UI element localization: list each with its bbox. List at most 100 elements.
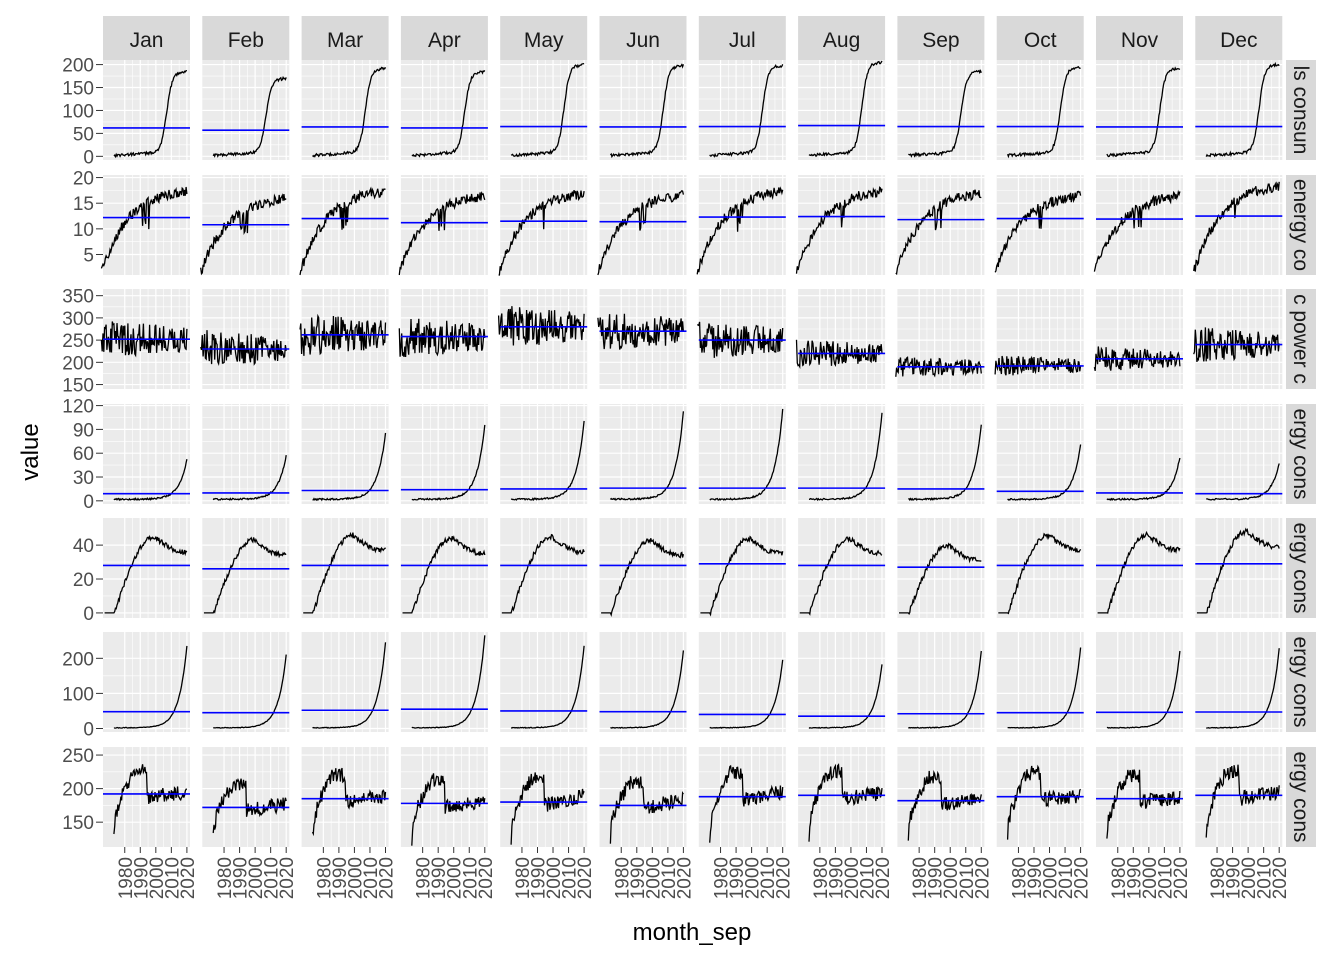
series-line [411, 424, 486, 501]
panel-jun-4 [599, 518, 687, 618]
series-line [1205, 463, 1280, 501]
panel-mar-3 [301, 404, 389, 504]
series-line [212, 455, 287, 501]
series-line [1106, 650, 1181, 729]
panel-nov-4 [1096, 518, 1183, 618]
y-tick-label: 40 [73, 536, 94, 557]
x-tick-label: 1980 [215, 857, 236, 899]
x-tick-label: 2010 [1255, 857, 1276, 899]
series-line [1106, 457, 1181, 502]
panel-dec-3 [1195, 404, 1283, 504]
y-tick-label: 100 [62, 101, 94, 122]
panel-may-5 [500, 632, 588, 732]
x-tick-label: 1990 [429, 857, 450, 899]
y-tick-label: 0 [83, 147, 94, 168]
x-tick-label: 1980 [513, 857, 534, 899]
series-line [697, 321, 784, 358]
series-line [1006, 764, 1082, 840]
y-tick-label: 120 [62, 397, 94, 418]
series-line [100, 186, 188, 269]
series-line [312, 642, 387, 729]
y-tick-label: 0 [83, 719, 94, 740]
series-line [1097, 530, 1181, 614]
series-line [1205, 61, 1280, 158]
x-tick-label: 2020 [972, 857, 993, 899]
series-line [609, 411, 685, 501]
strip-label-jan: Jan [130, 29, 164, 52]
series-line [808, 60, 883, 158]
panel-aug-5 [798, 632, 886, 732]
series-line [299, 313, 387, 356]
panel-aug-4 [798, 518, 886, 618]
strip-oct [996, 16, 1084, 60]
panel-dec-5 [1195, 632, 1283, 732]
series-line [795, 339, 883, 370]
x-axis-title: month_sep [633, 919, 752, 946]
series-line [808, 763, 883, 842]
x-tick-label: 2020 [575, 857, 596, 899]
x-tick-label: 2010 [560, 857, 581, 899]
panel-jun-5 [599, 632, 687, 732]
y-tick-label: 5 [83, 245, 94, 266]
strip-sep [897, 16, 985, 60]
panel-nov-2 [1096, 289, 1183, 389]
y-tick-label: 50 [73, 124, 94, 145]
panel-apr-4 [400, 518, 488, 618]
panel-feb-5 [202, 632, 290, 732]
x-tick-label: 1980 [1208, 857, 1229, 899]
y-tick-label: 200 [62, 353, 94, 374]
panel-mar-4 [301, 518, 389, 618]
series-line [998, 532, 1082, 615]
x-tick-label: 1990 [628, 857, 649, 899]
series-line [402, 535, 486, 614]
y-tick-label: 150 [62, 79, 94, 100]
series-line [312, 432, 387, 502]
series-line [510, 645, 585, 729]
strip-label-jul: Jul [729, 29, 756, 52]
series-line [597, 190, 685, 276]
panel-may-2 [500, 289, 588, 389]
strip-mar [301, 16, 389, 60]
series-line [899, 542, 982, 615]
y-tick-label: 300 [62, 309, 94, 330]
x-tick-label: 2010 [162, 857, 183, 899]
x-tick-label: 2000 [1239, 857, 1260, 899]
series-line [709, 408, 784, 501]
series-line [113, 764, 187, 835]
x-tick-label: 2020 [774, 857, 795, 899]
y-tick-label: 250 [62, 746, 94, 767]
x-tick-label: 2020 [476, 857, 497, 899]
y-tick-label: 20 [73, 169, 94, 190]
y-tick-label: 200 [62, 56, 94, 77]
x-tick-label: 2020 [1072, 857, 1093, 899]
panel-jul-5 [698, 632, 786, 732]
x-tick-label: 2020 [178, 857, 199, 899]
panel-apr-3 [400, 404, 488, 504]
x-tick-label: 1980 [116, 857, 137, 899]
row-strip-label-0: ls consun [1289, 66, 1312, 155]
y-tick-label: 200 [62, 780, 94, 801]
x-tick-label: 2010 [1155, 857, 1176, 899]
series-line [200, 330, 287, 367]
x-tick-label: 1980 [1109, 857, 1130, 899]
row-strip-label-2: c power c [1289, 294, 1312, 384]
x-tick-label: 1990 [826, 857, 847, 899]
y-tick-label: 15 [73, 194, 94, 215]
x-tick-label: 2020 [376, 857, 397, 899]
series-line [213, 654, 287, 729]
y-tick-label: 60 [73, 444, 94, 465]
panel-dec-6 [1195, 747, 1283, 847]
series-line [501, 533, 585, 614]
strip-jul [698, 16, 786, 60]
series-line [795, 186, 883, 274]
series-line [203, 536, 287, 614]
panel-mar-1 [301, 175, 389, 275]
panel-sep-3 [897, 404, 985, 504]
y-tick-label: 0 [83, 604, 94, 625]
y-tick-label: 20 [73, 570, 94, 591]
series-line [113, 645, 188, 729]
series-line [1106, 66, 1181, 158]
series-line [709, 764, 784, 843]
series-line [908, 424, 982, 502]
series-line [100, 321, 188, 358]
